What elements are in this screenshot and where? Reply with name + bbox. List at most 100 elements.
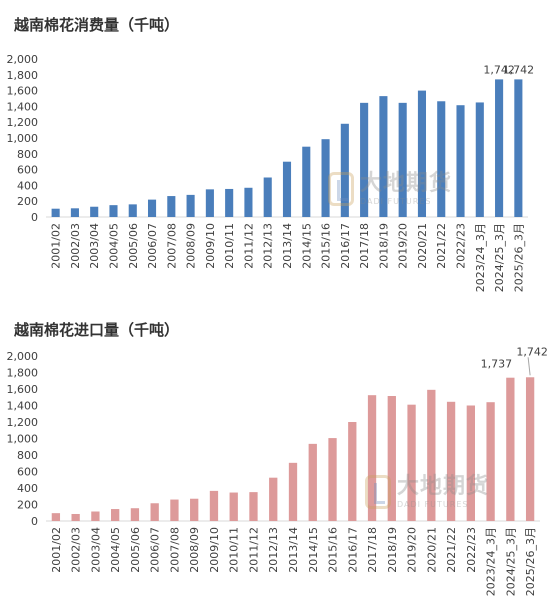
x-tick-label: 2018/19 [386, 527, 399, 573]
consumption-chart-svg: 0 200 400 600 800 1,000 1,200 1,400 1,600 1,800 2,… [7, 53, 535, 292]
x-tick-label: 2010/11 [223, 223, 236, 269]
x-tick-label: 2010/11 [228, 527, 241, 573]
bar-2007/08 [170, 499, 179, 521]
bar-2023/24_3月 [475, 102, 484, 217]
bar-2013/14 [282, 161, 292, 217]
x-tick-label: 2017/18 [366, 527, 379, 573]
x-tick-label: 2017/18 [358, 223, 371, 269]
x-tick-label: 2008/09 [188, 527, 201, 573]
bar-2024/25_3月 [506, 377, 515, 521]
x-tick-label: 2023/24_3月 [485, 527, 498, 596]
x-tick-label: 2006/07 [149, 527, 162, 573]
bar-2024/25_3月 [495, 79, 504, 217]
x-tick-label: 2007/08 [165, 223, 178, 269]
bar-2015/16 [328, 438, 337, 521]
bar-2003/04 [91, 511, 100, 521]
y-tick-label: 2,000 [7, 53, 39, 66]
bar-2009/10 [205, 189, 214, 217]
bar-2010/11 [229, 492, 238, 521]
x-tick-label: 2020/21 [416, 223, 429, 269]
bar-2015/16 [321, 139, 330, 217]
x-tick-label: 2025/26_3月 [524, 527, 537, 596]
bar-2008/09 [186, 194, 195, 217]
bar-2006/07 [150, 503, 159, 521]
y-tick-label: 1,000 [7, 132, 39, 145]
x-tick-label: 2024/25_3月 [493, 223, 506, 292]
x-tick-label: 2019/20 [406, 527, 419, 573]
bar-2018/19 [379, 96, 388, 217]
x-tick-label: 2008/09 [185, 223, 198, 269]
bar-2010/11 [225, 188, 234, 217]
bar-2018/19 [387, 396, 396, 521]
x-tick-label: 2019/20 [397, 223, 410, 269]
bar-2016/17 [348, 422, 357, 521]
watermark-en: DADI FUTURES [360, 196, 432, 206]
bar-2012/13 [263, 177, 272, 217]
bar-2020/21 [427, 389, 436, 521]
bar-2007/08 [167, 196, 176, 217]
bar-2002/03 [70, 208, 79, 217]
x-tick-label: 2023/24_3月 [474, 223, 487, 292]
x-tick-label: 2005/06 [129, 527, 142, 573]
x-tick-label: 2018/19 [377, 223, 390, 269]
x-tick-label: 2001/02 [50, 527, 63, 573]
bar-2014/15 [302, 146, 311, 217]
y-tick-label: 200 [17, 499, 38, 512]
y-tick-label: 400 [17, 482, 38, 495]
x-tick-label: 2003/04 [89, 527, 102, 573]
x-tick-label: 2012/13 [262, 223, 275, 269]
bar-2011/12 [249, 492, 258, 521]
y-tick-label: 0 [31, 211, 38, 224]
bar-2019/20 [398, 102, 407, 217]
bar-2005/06 [130, 508, 140, 521]
bar-2022/23 [456, 105, 465, 217]
x-tick-label: 2006/07 [146, 223, 159, 269]
bar-2025/26_3月 [514, 79, 523, 217]
bar-2004/05 [109, 205, 118, 217]
y-tick-label: 800 [17, 148, 38, 161]
y-tick-label: 1,200 [7, 116, 39, 129]
consumption-chart: 0 200 400 600 800 1,000 1,200 1,400 1,600 1,800 2,… [0, 0, 550, 300]
bar-2021/22 [446, 401, 456, 521]
y-tick-label: 1,400 [7, 100, 39, 113]
bar-2012/13 [269, 477, 278, 521]
imports-chart: 0 200 400 600 800 1,000 1,200 1,400 1,600 1,800 2,… [0, 305, 550, 605]
y-tick-label: 200 [17, 195, 38, 208]
data-label-leader [527, 357, 531, 376]
watermark-logo: 大地期货 DADI FUTURES [328, 172, 452, 206]
y-tick-label: 2,000 [7, 350, 39, 363]
y-tick-label: 1,800 [7, 69, 39, 82]
y-tick-label: 400 [17, 179, 38, 192]
bar-2003/04 [90, 206, 99, 217]
y-tick-label: 800 [17, 449, 38, 462]
bar-2025/26_3月 [525, 377, 535, 521]
x-tick-label: 2025/26_3月 [512, 223, 525, 292]
x-tick-label: 2021/22 [445, 527, 458, 573]
watermark-en: DADI FUTURES [397, 499, 469, 509]
x-tick-label: 2009/10 [208, 527, 221, 573]
x-tick-label: 2013/14 [281, 223, 294, 269]
dadi-logo-icon [328, 172, 354, 206]
imports-chart-title: 越南棉花进口量（千吨） [14, 321, 180, 339]
bar-2001/02 [51, 513, 61, 521]
watermark-cn: 大地期货 [397, 473, 490, 499]
x-tick-label: 2015/16 [320, 223, 333, 269]
y-tick-label: 1,200 [7, 416, 39, 429]
y-tick-label: 0 [31, 515, 38, 528]
bar-2023/24_3月 [486, 402, 495, 521]
x-tick-label: 2024/25_3月 [504, 527, 517, 596]
bar-2008/09 [190, 498, 199, 521]
x-tick-label: 2009/10 [204, 223, 217, 269]
x-tick-label: 2022/23 [455, 223, 468, 269]
x-tick-label: 2016/17 [346, 527, 359, 573]
x-tick-label: 2014/15 [300, 223, 313, 269]
x-tick-label: 2013/14 [287, 527, 300, 573]
x-tick-label: 2007/08 [168, 527, 181, 573]
y-tick-label: 1,600 [7, 383, 39, 396]
x-tick-label: 2022/23 [465, 527, 478, 573]
x-tick-label: 2011/12 [242, 223, 255, 269]
y-tick-label: 1,800 [7, 367, 39, 380]
x-tick-label: 2003/04 [88, 223, 101, 269]
data-label: 1,737 [481, 358, 513, 371]
data-label: 1,742 [503, 63, 535, 76]
